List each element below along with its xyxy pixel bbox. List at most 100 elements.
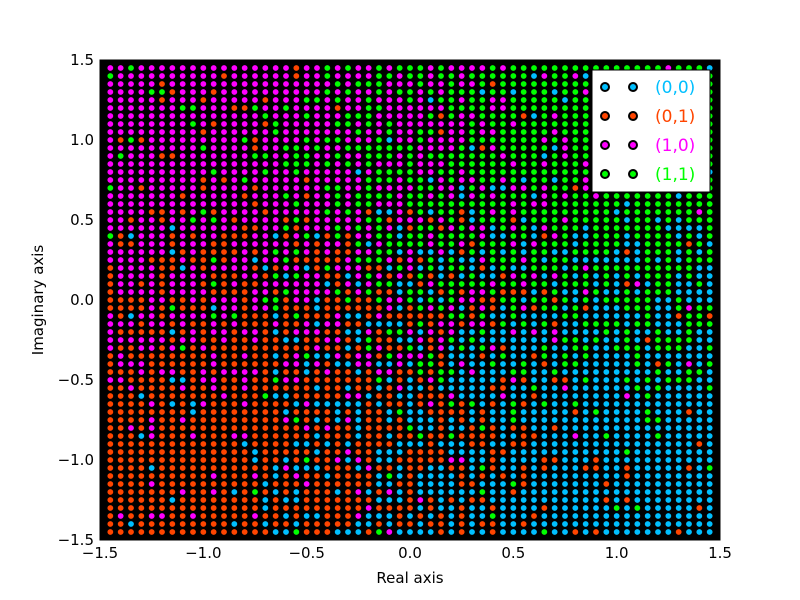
data-point [242,113,248,119]
data-point [293,337,299,343]
data-point [376,225,382,231]
data-point [190,121,196,127]
data-point [541,425,547,431]
data-point [180,489,186,495]
data-point [242,289,248,295]
data-point [355,321,361,327]
data-point [283,473,289,479]
data-point [366,353,372,359]
data-point [128,361,134,367]
data-point [676,233,682,239]
data-point [428,425,434,431]
data-point [448,409,454,415]
data-point [262,433,268,439]
data-point [417,113,423,119]
data-point [200,105,206,111]
data-point [397,393,403,399]
data-point [159,425,165,431]
data-point [324,241,330,247]
data-point [428,65,434,71]
data-point [407,521,413,527]
data-point [149,441,155,447]
data-point [355,65,361,71]
data-point [221,169,227,175]
data-point [159,337,165,343]
data-point [583,497,589,503]
data-point [407,353,413,359]
data-point [614,313,620,319]
data-point [159,161,165,167]
data-point [386,209,392,215]
data-point [221,353,227,359]
data-point [634,401,640,407]
data-point [200,201,206,207]
data-point [572,505,578,511]
data-point [655,385,661,391]
data-point [159,113,165,119]
data-point [190,81,196,87]
data-point [593,433,599,439]
data-point [159,121,165,127]
data-point [583,265,589,271]
data-point [366,193,372,199]
data-point [138,449,144,455]
data-point [459,441,465,447]
data-point [469,337,475,343]
data-point [490,97,496,103]
data-point [180,345,186,351]
data-point [614,233,620,239]
data-point [169,209,175,215]
data-point [448,305,454,311]
data-point [593,249,599,255]
data-point [190,329,196,335]
data-point [407,185,413,191]
data-point [583,153,589,159]
data-point [107,345,113,351]
data-point [655,449,661,455]
data-point [572,457,578,463]
data-point [469,241,475,247]
data-point [593,513,599,519]
data-point [149,329,155,335]
data-point [314,105,320,111]
data-point [314,153,320,159]
data-point [355,169,361,175]
data-point [624,241,630,247]
data-point [686,481,692,487]
data-point [252,409,258,415]
data-point [376,305,382,311]
data-point [510,89,516,95]
data-point [655,481,661,487]
data-point [314,297,320,303]
data-point [593,201,599,207]
data-point [696,401,702,407]
data-point [479,129,485,135]
data-point [634,417,640,423]
data-point [231,265,237,271]
x-tick-label: 0.5 [501,544,525,562]
data-point [438,393,444,399]
data-point [510,289,516,295]
data-point [531,113,537,119]
data-point [448,121,454,127]
data-point [521,153,527,159]
data-point [572,161,578,167]
data-point [118,73,124,79]
data-point [562,425,568,431]
data-point [190,249,196,255]
data-point [696,457,702,463]
data-point [510,369,516,375]
data-point [645,321,651,327]
data-point [665,385,671,391]
data-point [428,273,434,279]
data-point [397,177,403,183]
data-point [376,377,382,383]
data-point [190,433,196,439]
data-point [159,313,165,319]
data-point [469,169,475,175]
data-point [696,497,702,503]
data-point [521,497,527,503]
data-point [190,441,196,447]
data-point [459,129,465,135]
data-point [211,497,217,503]
